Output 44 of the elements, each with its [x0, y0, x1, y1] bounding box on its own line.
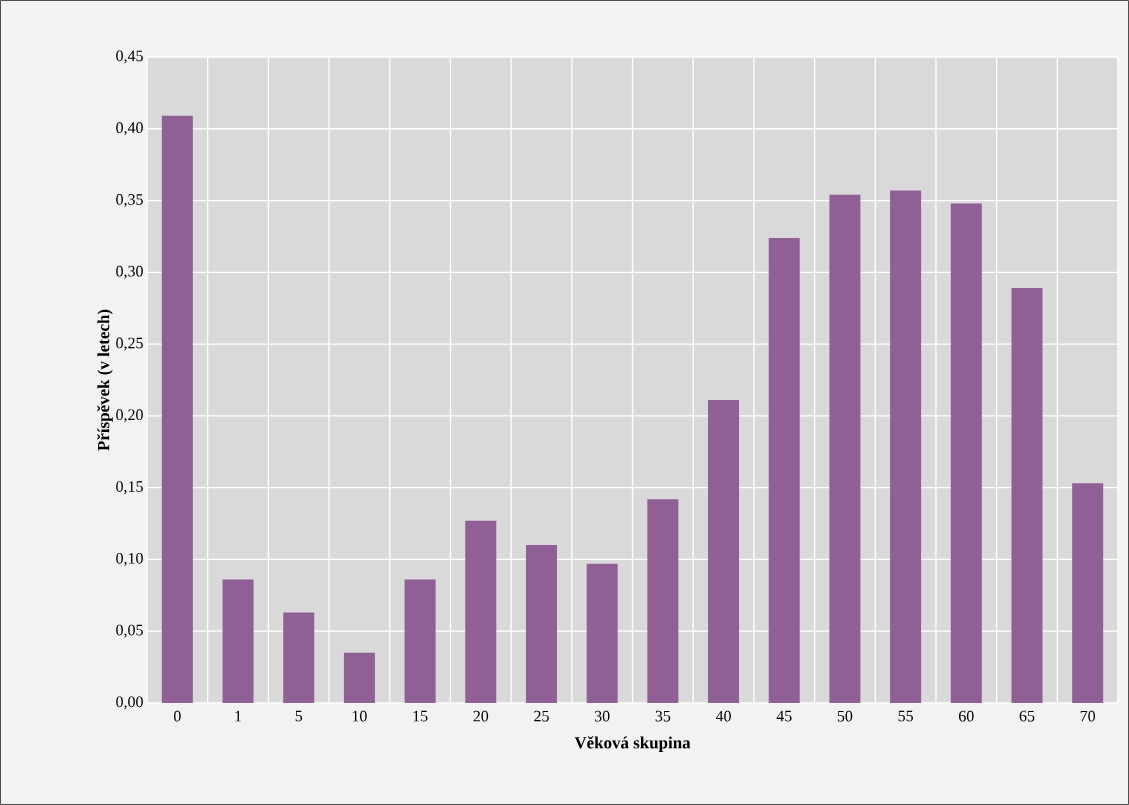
bar — [1011, 288, 1043, 703]
y-tick-label: 0,05 — [116, 624, 143, 638]
x-tick-label: 40 — [715, 710, 731, 722]
bar — [708, 400, 740, 703]
y-tick-label: 0,45 — [116, 50, 143, 64]
bar — [1072, 483, 1104, 703]
bar — [283, 612, 315, 703]
y-tick-label: 0,35 — [116, 194, 143, 208]
x-tick-label: 1 — [235, 710, 242, 722]
x-tick-label: 35 — [655, 710, 671, 722]
x-tick-label: 70 — [1080, 710, 1096, 722]
bar — [950, 203, 982, 703]
bar — [404, 579, 436, 703]
bar — [829, 194, 861, 703]
bar — [222, 579, 254, 703]
x-axis-title: Věková skupina — [574, 736, 691, 752]
y-axis-title: Příspěvek (v letech) — [97, 309, 113, 451]
y-tick-label: 0,30 — [116, 265, 143, 279]
x-tick-label: 0 — [173, 710, 181, 722]
x-tick-label: 65 — [1019, 710, 1035, 722]
bar — [890, 190, 922, 703]
y-tick-label: 0,15 — [116, 481, 143, 495]
bar — [586, 563, 618, 703]
bar — [768, 237, 800, 703]
y-tick-label: 0,10 — [116, 552, 143, 566]
bar — [161, 115, 193, 703]
x-tick-label: 55 — [898, 710, 913, 722]
y-tick-label: 0,40 — [116, 122, 143, 136]
bar — [647, 499, 679, 703]
bar — [465, 520, 497, 703]
bar — [343, 652, 375, 703]
x-tick-label: 30 — [594, 710, 610, 722]
x-tick-label: 45 — [776, 710, 792, 722]
x-tick-label: 10 — [352, 710, 367, 722]
x-tick-label: 20 — [473, 710, 489, 722]
bar — [525, 545, 557, 703]
y-tick-label: 0,25 — [116, 337, 143, 351]
x-tick-label: 5 — [295, 710, 303, 722]
y-tick-label: 0,00 — [116, 696, 143, 710]
x-tick-label: 25 — [534, 710, 549, 722]
x-tick-label: 50 — [837, 710, 853, 722]
x-tick-label: 15 — [413, 710, 428, 722]
y-tick-label: 0,20 — [116, 409, 143, 423]
x-tick-label: 60 — [959, 710, 974, 722]
